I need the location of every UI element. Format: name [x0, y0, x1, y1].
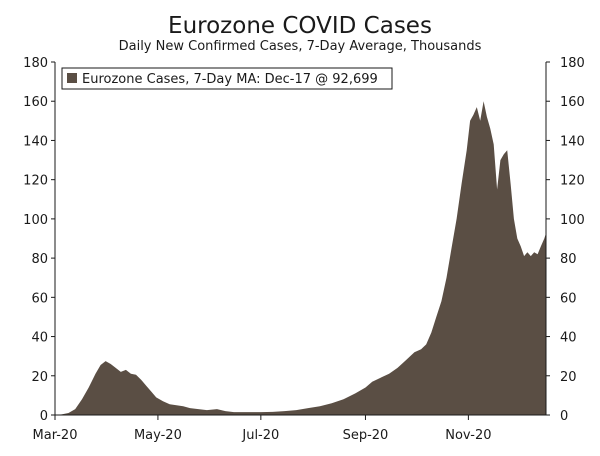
- x-tick-label: Nov-20: [445, 428, 491, 443]
- y-tick-label-left: 20: [31, 370, 48, 385]
- axes-layer: [54, 62, 547, 416]
- x-tick-label: Mar-20: [33, 428, 78, 443]
- y-tick-label-left: 140: [23, 134, 48, 149]
- y-tick-label-right: 100: [560, 213, 585, 228]
- legend: Eurozone Cases, 7-Day MA: Dec-17 @ 92,69…: [61, 67, 393, 90]
- y-axis-left-ticks: 0 20 40 60 80 100 120 140 160 180: [23, 56, 55, 424]
- y-tick-label-right: 60: [560, 291, 577, 306]
- series-area-0: [55, 101, 546, 415]
- y-tick-label-right: 120: [560, 174, 585, 189]
- y-axis-right-ticks: 0 20 40 60 80 100 120 140 160 180: [546, 56, 585, 424]
- legend-swatch: [67, 73, 77, 83]
- legend-label: Eurozone Cases, 7-Day MA: Dec-17 @ 92,69…: [82, 72, 378, 87]
- y-tick-label-right: 40: [560, 331, 577, 346]
- x-tick-label: Sep-20: [343, 428, 389, 443]
- y-tick-label-left: 100: [23, 213, 48, 228]
- y-tick-label-left: 160: [23, 95, 48, 110]
- y-tick-label-right: 140: [560, 134, 585, 149]
- y-tick-label-right: 20: [560, 370, 577, 385]
- y-tick-label-left: 40: [31, 331, 48, 346]
- y-tick-label-right: 160: [560, 95, 585, 110]
- chart-title: Eurozone COVID Cases: [168, 13, 432, 39]
- area-layer: [55, 101, 546, 415]
- y-tick-label-left: 0: [40, 409, 48, 424]
- y-tick-label-right: 80: [560, 252, 577, 267]
- y-tick-label-left: 80: [31, 252, 48, 267]
- y-tick-label-left: 60: [31, 291, 48, 306]
- y-tick-label-left: 120: [23, 174, 48, 189]
- legend-box: [61, 67, 393, 90]
- y-tick-label-right: 180: [560, 56, 585, 71]
- chart-subtitle: Daily New Confirmed Cases, 7-Day Average…: [119, 39, 482, 54]
- x-tick-label: May-20: [134, 428, 182, 443]
- x-axis-ticks: Mar-20 May-20 Jul-20 Sep-20 Nov-20: [33, 415, 492, 443]
- y-tick-label-left: 180: [23, 56, 48, 71]
- y-tick-label-right: 0: [560, 409, 568, 424]
- x-tick-label: Jul-20: [241, 428, 279, 443]
